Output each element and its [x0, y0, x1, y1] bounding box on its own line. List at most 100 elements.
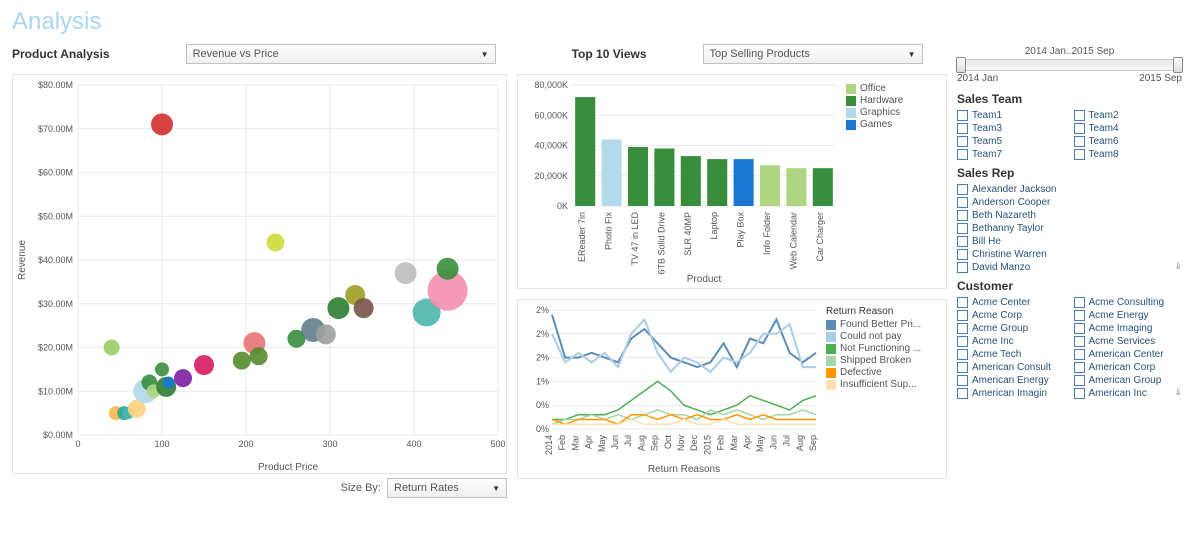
- checkbox-icon: [957, 249, 968, 260]
- checkbox-icon: [957, 297, 968, 308]
- rep-checkbox[interactable]: Alexander Jackson: [957, 184, 1182, 195]
- checkbox-icon: [957, 362, 968, 373]
- customer-checkbox[interactable]: Acme Services: [1074, 336, 1183, 347]
- svg-text:Play Box: Play Box: [736, 212, 746, 248]
- team-checkbox[interactable]: Team6: [1074, 136, 1183, 147]
- checkbox-icon: [1074, 123, 1085, 134]
- date-slider[interactable]: [957, 59, 1182, 71]
- customer-checkbox[interactable]: American Energy: [957, 375, 1066, 386]
- customer-checkbox[interactable]: Acme Imaging: [1074, 323, 1183, 334]
- svg-text:Dec: Dec: [689, 435, 699, 452]
- bar-chart[interactable]: 0K20,000K40,000K60,000K80,000KEReader 7i…: [517, 74, 947, 289]
- customer-checkbox[interactable]: Acme Corp: [957, 310, 1066, 321]
- slider-end: 2015 Sep: [1139, 73, 1182, 84]
- checkbox-icon: [957, 262, 968, 273]
- legend-item[interactable]: Graphics: [846, 107, 903, 118]
- checkbox-icon: [957, 197, 968, 208]
- slider-start: 2014 Jan: [957, 73, 998, 84]
- legend-item[interactable]: Found Better Pri...: [826, 319, 942, 330]
- slider-handle-end[interactable]: [1173, 57, 1183, 73]
- svg-text:Sep: Sep: [650, 435, 660, 451]
- chevron-down-icon: ▼: [492, 484, 500, 493]
- svg-text:0: 0: [75, 439, 80, 449]
- legend-item[interactable]: Office: [846, 83, 903, 94]
- customer-checkbox[interactable]: Acme Tech: [957, 349, 1066, 360]
- customer-checkbox[interactable]: American Center: [1074, 349, 1183, 360]
- svg-text:300: 300: [322, 439, 337, 449]
- line-chart[interactable]: 0%0%1%2%2%2%2014FebMarAprMayJunJulAugSep…: [517, 299, 947, 479]
- svg-text:Product Price: Product Price: [258, 462, 318, 473]
- checkbox-icon: [957, 149, 968, 160]
- checkbox-icon: [1074, 323, 1085, 334]
- svg-text:Feb: Feb: [557, 435, 567, 451]
- svg-text:Web Calendar: Web Calendar: [788, 212, 798, 269]
- customer-checkbox[interactable]: Acme Group: [957, 323, 1066, 334]
- svg-text:Jul: Jul: [782, 435, 792, 447]
- customer-checkbox[interactable]: Acme Center: [957, 297, 1066, 308]
- svg-text:Jun: Jun: [768, 435, 778, 450]
- rep-checkbox[interactable]: Anderson Cooper: [957, 197, 1182, 208]
- dropdown-value: Revenue vs Price: [193, 48, 279, 60]
- page-title: Analysis: [12, 8, 1175, 36]
- rep-checkbox[interactable]: Bill He: [957, 236, 1182, 247]
- svg-text:0%: 0%: [536, 424, 549, 434]
- customer-checkbox[interactable]: American Inc: [1074, 388, 1183, 399]
- checkbox-icon: [957, 210, 968, 221]
- customer-checkbox[interactable]: Acme Energy: [1074, 310, 1183, 321]
- legend-item[interactable]: Shipped Broken: [826, 355, 942, 366]
- svg-text:100: 100: [154, 439, 169, 449]
- svg-text:2015: 2015: [702, 435, 712, 455]
- svg-text:2%: 2%: [536, 329, 549, 339]
- rep-checkbox[interactable]: Bethanny Taylor: [957, 223, 1182, 234]
- team-checkbox[interactable]: Team1: [957, 110, 1066, 121]
- checkbox-icon: [1074, 136, 1085, 147]
- customer-checkbox[interactable]: Acme Inc: [957, 336, 1066, 347]
- customer-title: Customer: [957, 279, 1182, 293]
- team-checkbox[interactable]: Team7: [957, 149, 1066, 160]
- svg-text:Revenue: Revenue: [17, 240, 28, 280]
- svg-text:Jun: Jun: [610, 435, 620, 450]
- customer-checkbox[interactable]: American Imagin: [957, 388, 1066, 399]
- checkbox-icon: [957, 336, 968, 347]
- svg-text:Aug: Aug: [636, 435, 646, 451]
- customer-checkbox[interactable]: American Group: [1074, 375, 1183, 386]
- customer-checkbox[interactable]: American Corp: [1074, 362, 1183, 373]
- customer-checkbox[interactable]: Acme Consulting: [1074, 297, 1183, 308]
- size-by-label: Size By:: [341, 482, 381, 494]
- rep-checkbox[interactable]: Christine Warren: [957, 249, 1182, 260]
- scatter-chart[interactable]: $0.00M$10.00M$20.00M$30.00M$40.00M$50.00…: [12, 74, 507, 474]
- date-slider-label: 2014 Jan..2015 Sep: [957, 46, 1182, 57]
- slider-handle-start[interactable]: [956, 57, 966, 73]
- team-checkbox[interactable]: Team4: [1074, 123, 1183, 134]
- svg-text:2%: 2%: [536, 305, 549, 315]
- svg-text:1%: 1%: [536, 376, 549, 386]
- legend-item[interactable]: Defective: [826, 367, 942, 378]
- checkbox-icon: [957, 388, 968, 399]
- checkbox-icon: [957, 110, 968, 121]
- team-checkbox[interactable]: Team8: [1074, 149, 1183, 160]
- svg-text:SLR 40MP: SLR 40MP: [683, 212, 693, 256]
- top10-dropdown[interactable]: Top Selling Products ▼: [703, 44, 923, 64]
- team-checkbox[interactable]: Team3: [957, 123, 1066, 134]
- svg-text:Mar: Mar: [570, 435, 580, 451]
- svg-text:$30.00M: $30.00M: [38, 299, 73, 309]
- svg-text:200: 200: [238, 439, 253, 449]
- rep-checkbox[interactable]: David Manzo: [957, 262, 1182, 273]
- legend-item[interactable]: Not Functioning ...: [826, 343, 942, 354]
- legend-item[interactable]: Insufficient Sup...: [826, 379, 942, 390]
- team-checkbox[interactable]: Team2: [1074, 110, 1183, 121]
- size-by-dropdown[interactable]: Return Rates ▼: [387, 478, 507, 498]
- team-checkbox[interactable]: Team5: [957, 136, 1066, 147]
- svg-text:Product: Product: [687, 274, 722, 284]
- legend-item[interactable]: Games: [846, 119, 903, 130]
- legend-item[interactable]: Could not pay: [826, 331, 942, 342]
- checkbox-icon: [1074, 336, 1085, 347]
- rep-checkbox[interactable]: Beth Nazareth: [957, 210, 1182, 221]
- svg-text:Sep: Sep: [808, 435, 818, 451]
- legend-item[interactable]: Hardware: [846, 95, 903, 106]
- checkbox-icon: [1074, 349, 1085, 360]
- svg-text:EReader 7in: EReader 7in: [577, 212, 587, 262]
- svg-text:Apr: Apr: [742, 435, 752, 449]
- customer-checkbox[interactable]: American Consult: [957, 362, 1066, 373]
- product-analysis-dropdown[interactable]: Revenue vs Price ▼: [186, 44, 496, 64]
